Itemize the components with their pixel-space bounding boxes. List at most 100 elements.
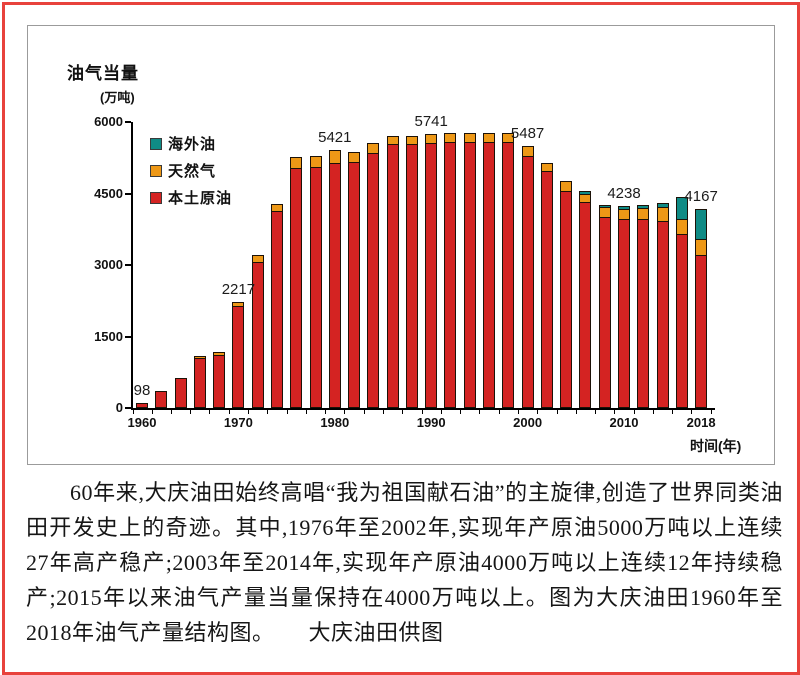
bar-segment: [309, 167, 322, 408]
bar-1960: [136, 403, 148, 408]
bar-segment: [502, 142, 515, 408]
caption-text: 60年来,大庆油田始终高唱“我为祖国献石油”的主旋律,创造了世界同类油田开发史上…: [26, 475, 783, 650]
legend-label: 海外油: [168, 136, 217, 153]
bar-segment: [598, 217, 611, 408]
bar-2014: [656, 203, 669, 408]
plot-area: 0 1500 3000 4500 6000 1960 1970 1980 1990 2000 201…: [94, 113, 718, 430]
bar-segment: [136, 403, 148, 408]
x-tick-label: 2000: [513, 415, 543, 430]
bar-1976: [290, 157, 303, 408]
bar-value-label: 5741: [414, 113, 448, 131]
y-tick-label: 4500: [94, 185, 123, 201]
bar-1996: [483, 133, 496, 408]
x-tick-label: 1970: [223, 415, 253, 430]
bar-value-label: 2217: [221, 281, 256, 299]
x-tick: [595, 410, 597, 414]
legend-item-natural-gas: 天然气: [150, 157, 232, 184]
y-tick-label: 1500: [94, 328, 123, 344]
x-tick-label: 1990: [416, 415, 446, 430]
y-tick-label: 3000: [94, 257, 123, 272]
x-tick: [556, 410, 558, 414]
x-tick: [248, 410, 250, 414]
bar-1964: [174, 378, 187, 408]
bar-segment: [579, 191, 592, 194]
bar-segment: [290, 157, 303, 168]
bar-segment: [695, 239, 708, 255]
natural-gas-swatch-icon: [150, 164, 162, 177]
y-tick: [125, 407, 131, 409]
x-tick: [267, 410, 269, 414]
y-tick-label: 6000: [94, 114, 123, 129]
bar-1992: [444, 133, 457, 408]
x-tick: [305, 410, 307, 414]
bar-segment: [290, 168, 303, 408]
x-tick: [537, 410, 539, 414]
bar-1974: [270, 204, 283, 408]
bar-segment: [232, 306, 245, 408]
bar-segment: [213, 352, 226, 355]
y-tick-label: 0: [115, 400, 123, 415]
bar-segment: [540, 171, 553, 408]
bar-1998: [502, 133, 515, 408]
x-tick: [710, 410, 712, 414]
caption-body: 60年来,大庆油田始终高唱“我为祖国献石油”的主旋律,创造了世界同类油田开发史上…: [26, 480, 783, 645]
x-tick-label: 1980: [320, 415, 350, 430]
x-tick-label: 2010: [609, 415, 639, 430]
bar-segment: [367, 153, 380, 408]
x-tick: [151, 410, 153, 414]
x-tick: [575, 410, 577, 414]
bar-1984: [367, 143, 380, 408]
bar-segment: [425, 143, 438, 408]
x-tick: [209, 410, 211, 414]
bar-1988: [405, 136, 418, 408]
bar-1990: [425, 134, 438, 408]
x-tick: [402, 410, 404, 414]
bar-value-label: 5421: [318, 128, 352, 146]
bar-segment: [618, 206, 630, 209]
bar-segment: [579, 194, 592, 202]
overseas-oil-swatch-icon: [150, 137, 162, 150]
x-tick: [286, 410, 288, 414]
chart-panel: 油气当量 (万吨) 海外油 天然气 本土原油 0 1500 3000 4500 6000…: [27, 25, 775, 465]
bar-segment: [232, 302, 245, 306]
x-tick: [691, 410, 693, 414]
bar-1966: [193, 356, 206, 408]
bar-segment: [425, 134, 438, 143]
chart-title: 油气当量: [67, 64, 139, 83]
x-tick: [170, 410, 172, 414]
x-tick: [363, 410, 365, 414]
y-tick: [125, 192, 131, 195]
x-tick: [383, 410, 384, 414]
bar-segment: [348, 162, 361, 408]
legend-item-domestic-crude: 本土原油: [150, 184, 232, 211]
x-tick: [460, 410, 462, 414]
x-tick: [421, 410, 423, 414]
bar-segment: [560, 191, 573, 408]
bar-segment: [444, 133, 457, 142]
y-tick: [125, 335, 131, 338]
bar-2006: [579, 191, 592, 408]
domestic-crude-swatch-icon: [150, 191, 162, 204]
bar-value-label: 4238: [607, 184, 641, 202]
bar-2016: [675, 197, 688, 408]
bar-2010: [618, 206, 630, 408]
bar-segment: [637, 205, 650, 208]
bar-2018: [695, 209, 708, 408]
bar-segment: [598, 207, 611, 217]
bar-segment: [521, 146, 534, 156]
bar-segment: [328, 163, 341, 408]
legend-label: 天然气: [168, 163, 217, 180]
chart-legend: 海外油 天然气 本土原油: [150, 130, 232, 211]
bar-segment: [270, 211, 283, 408]
x-tick: [325, 410, 327, 414]
bar-value-label: 5487: [510, 125, 545, 143]
bar-segment: [656, 221, 669, 408]
bar-segment: [155, 391, 168, 408]
x-tick: [517, 410, 519, 414]
bar-segment: [502, 133, 515, 142]
bar-segment: [675, 197, 688, 219]
bar-segment: [637, 208, 650, 219]
bar-segment: [367, 143, 380, 153]
x-tick: [133, 410, 134, 414]
bar-2000: [521, 146, 534, 408]
